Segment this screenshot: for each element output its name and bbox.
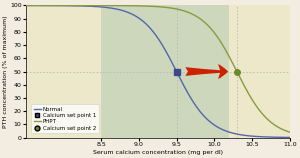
Y-axis label: PTH concentration (% of maximum): PTH concentration (% of maximum)	[4, 15, 8, 128]
X-axis label: Serum calcium concentration (mg per dl): Serum calcium concentration (mg per dl)	[93, 149, 223, 155]
Legend: Normal, Calcium set point 1, PHPT, Calcium set point 2: Normal, Calcium set point 1, PHPT, Calci…	[31, 104, 99, 134]
Bar	[101, 6, 230, 138]
Bar	[230, 6, 290, 138]
Bar	[26, 6, 101, 138]
